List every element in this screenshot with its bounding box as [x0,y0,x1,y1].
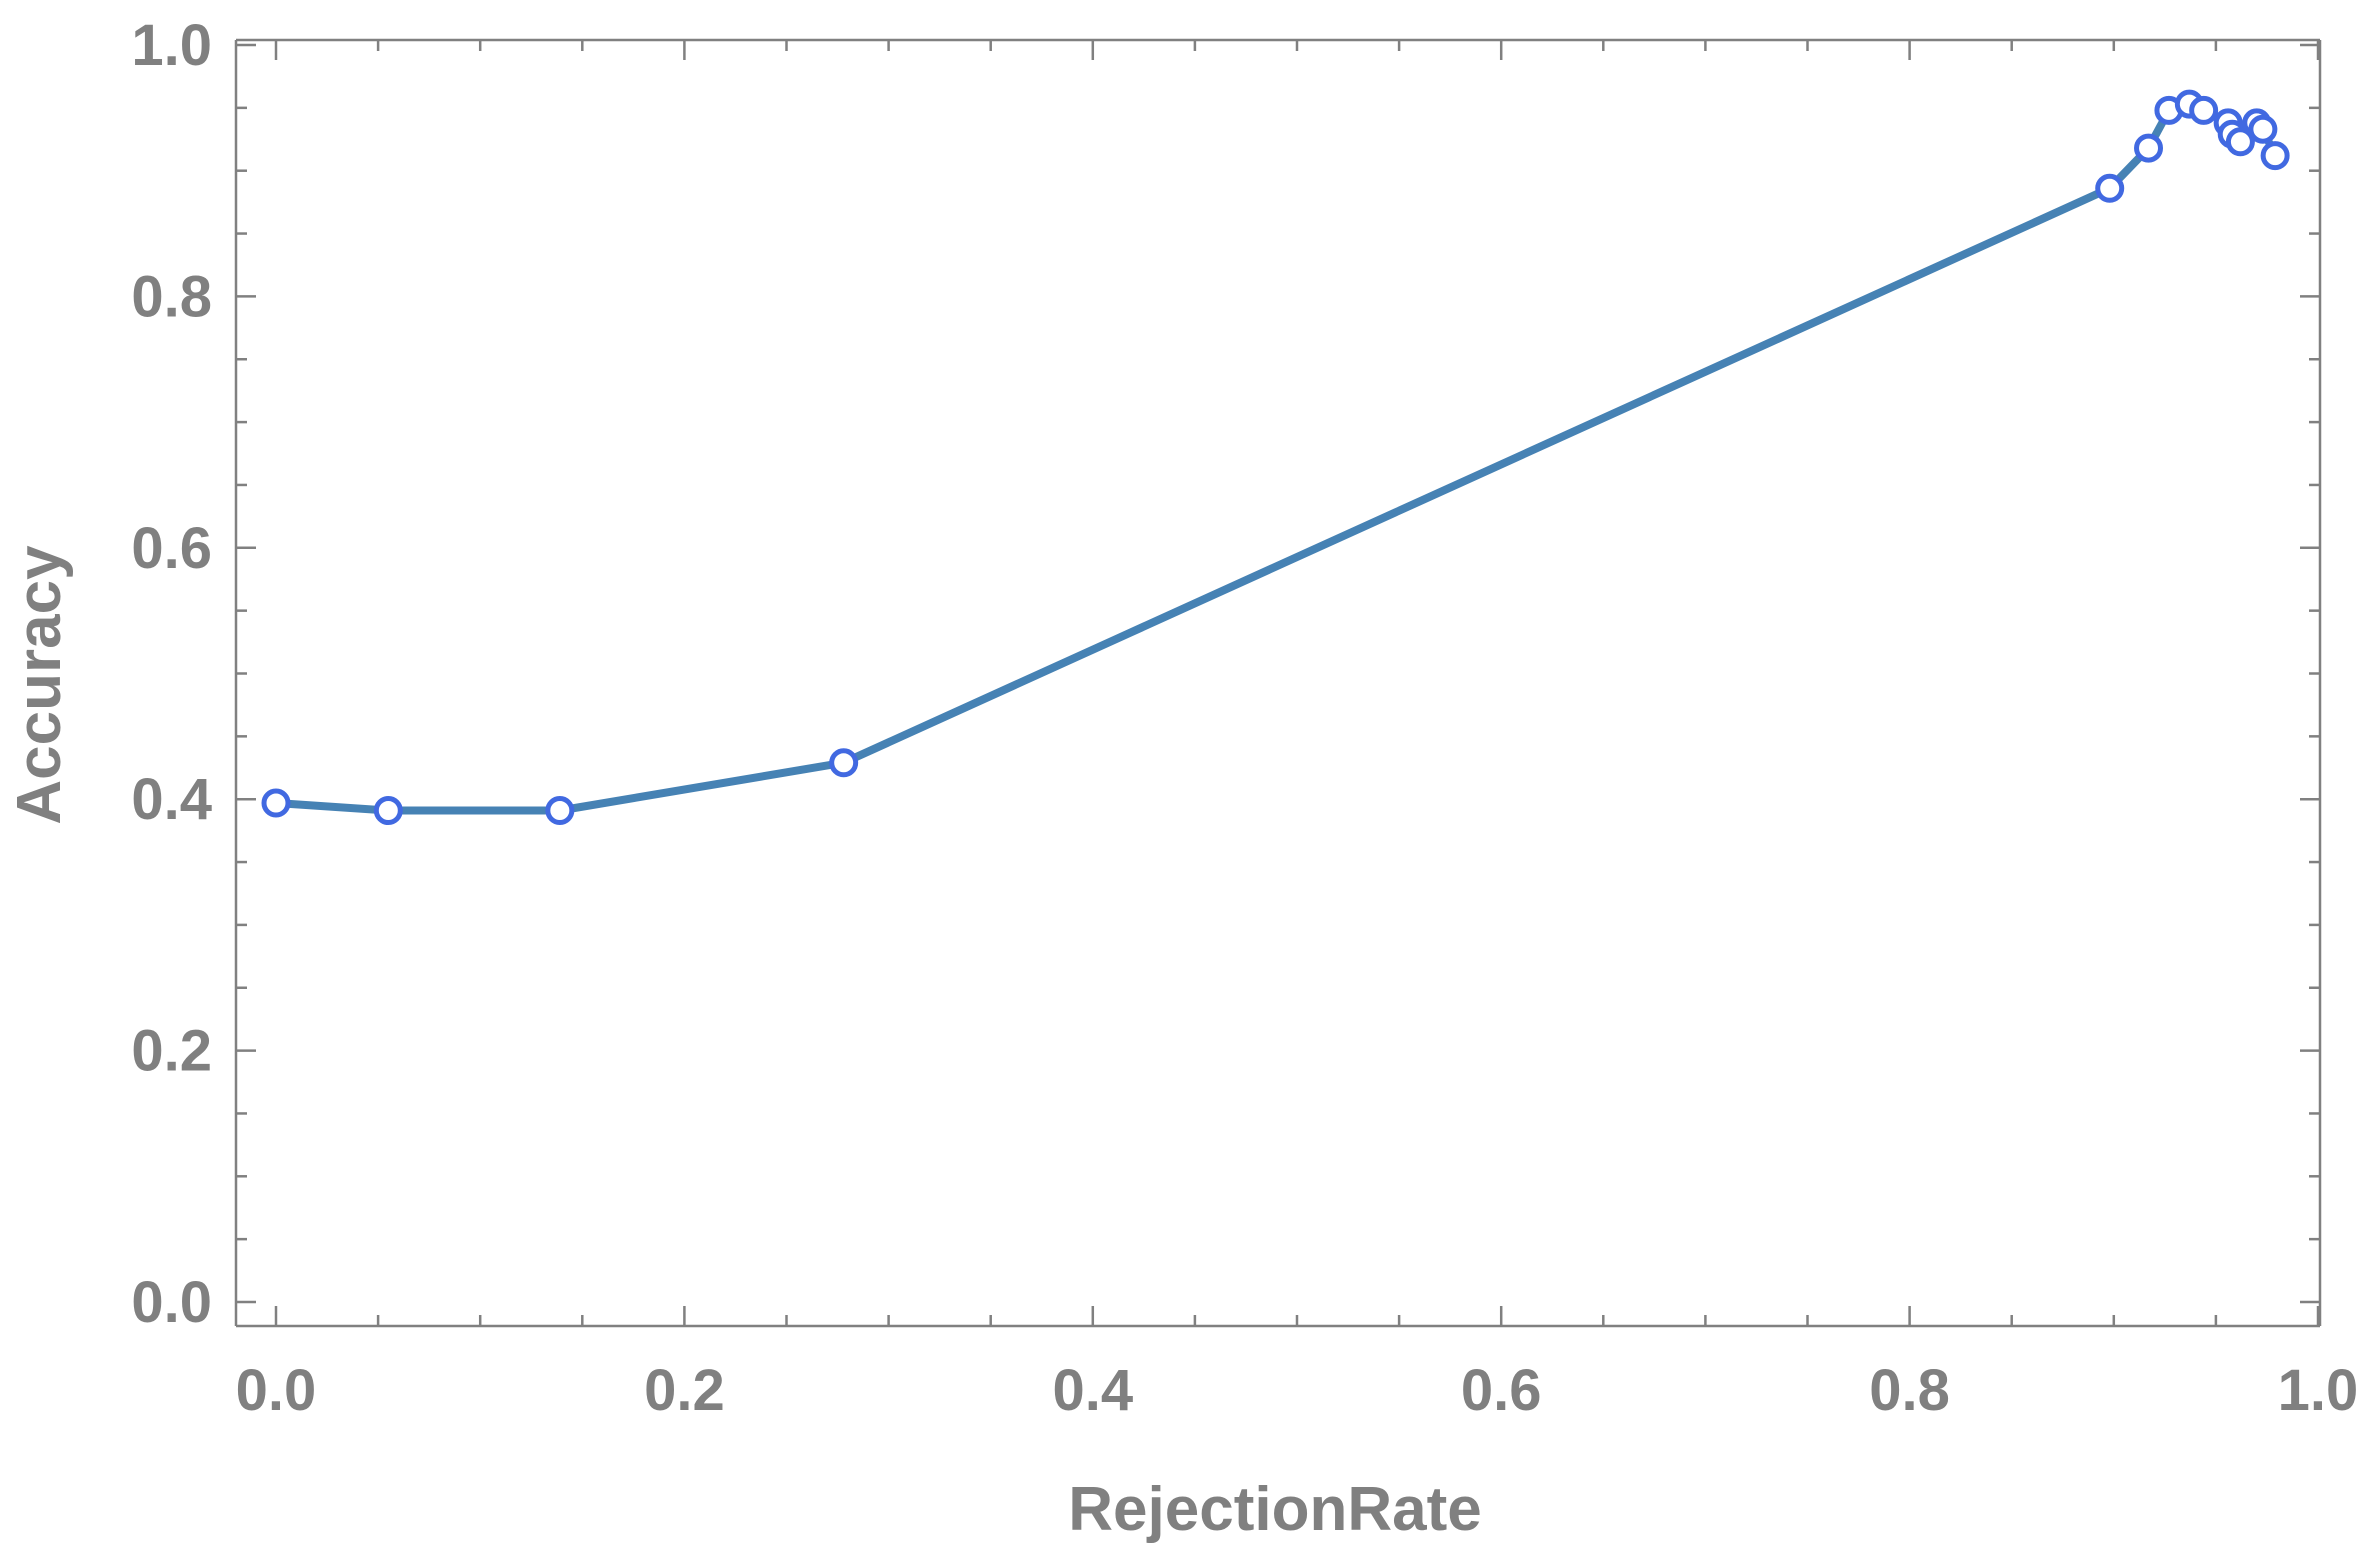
x-tick-label: 1.0 [2278,1358,2359,1423]
data-point [261,788,291,818]
data-point [2095,173,2125,203]
series-layer [261,89,2290,826]
x-tick-label: 0.0 [236,1358,317,1423]
y-tick-label: 0.2 [131,1019,212,1084]
data-point [2189,95,2219,125]
x-tick-label: 0.8 [1869,1358,1950,1423]
data-point [829,748,859,778]
data-point [373,796,403,826]
data-point [2134,133,2164,163]
y-tick-label: 0.4 [131,767,212,832]
data-point [545,796,575,826]
axis-ticks [236,40,2320,1326]
x-tick-label: 0.6 [1461,1358,1542,1423]
x-axis-title: RejectionRate [1068,1475,1481,1544]
y-tick-label: 1.0 [131,13,212,78]
y-tick-label: 0.6 [131,516,212,581]
axis-tick-labels: 0.0 0.2 0.4 0.6 0.8 1.0 0.0 0.2 0.4 0.6 0.8 1.0 [131,13,2358,1423]
data-point [2260,141,2290,171]
series-line [272,100,2280,815]
y-tick-label: 0.0 [131,1270,212,1335]
x-tick-label: 0.4 [1052,1358,1133,1423]
y-axis-title: Accuracy [5,545,74,825]
x-tick-label: 0.2 [644,1358,725,1423]
data-point [2225,127,2255,157]
data-point [2248,114,2278,144]
y-tick-label: 0.8 [131,264,212,329]
